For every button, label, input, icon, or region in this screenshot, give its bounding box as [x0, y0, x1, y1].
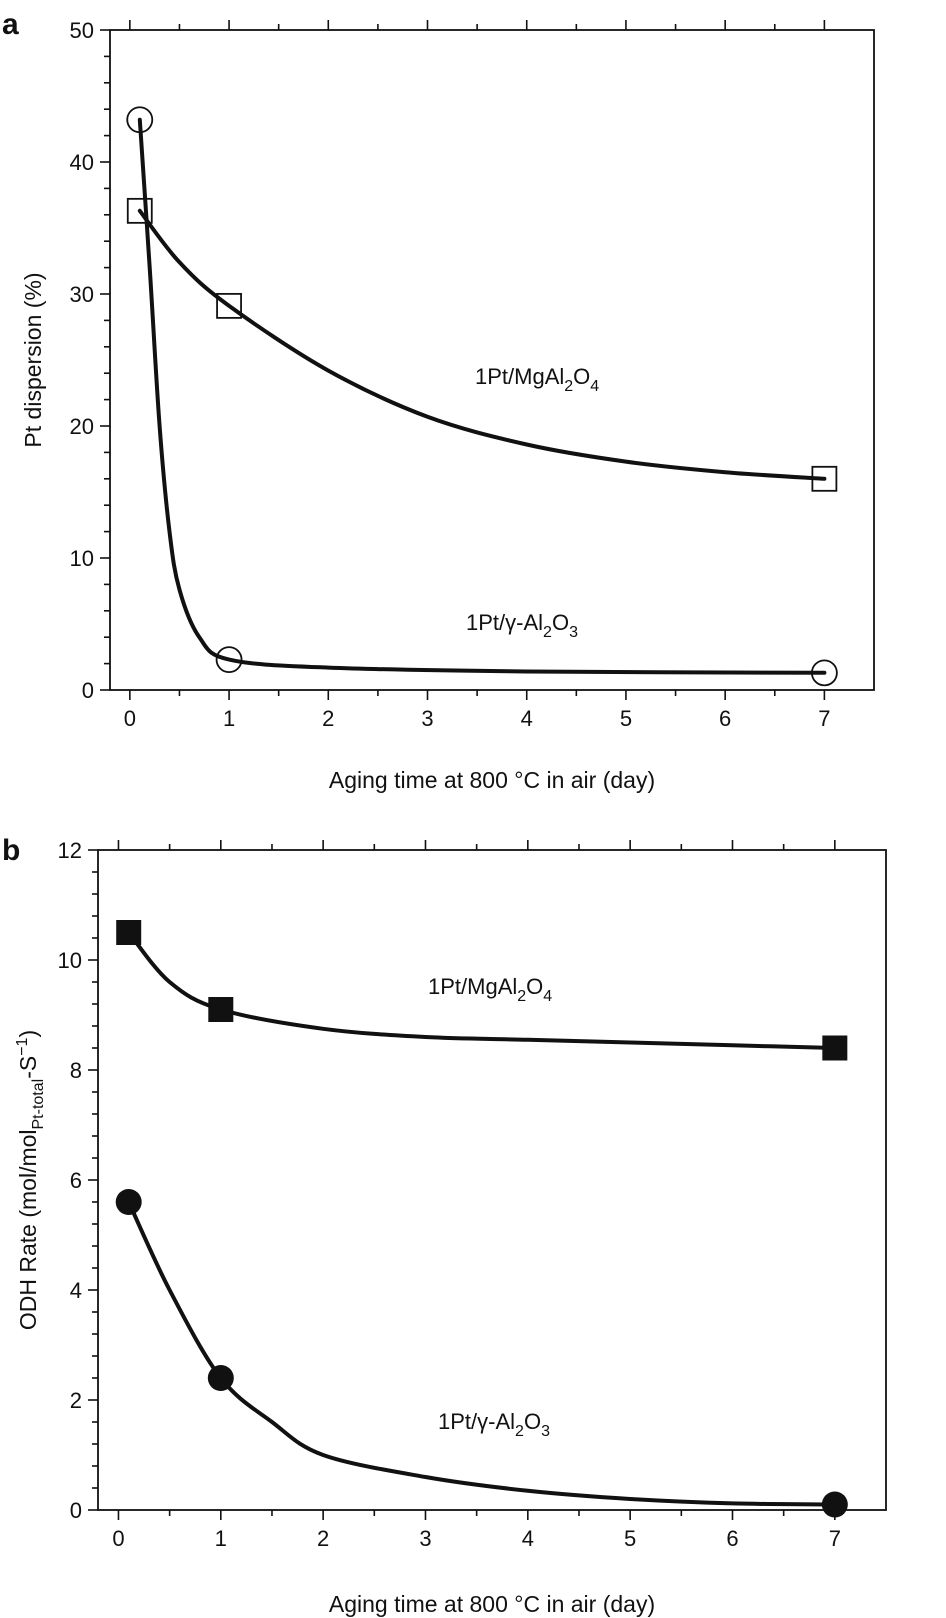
panel-a-curves	[137, 117, 827, 675]
panel-b-y-tick-label: 4	[70, 1278, 82, 1303]
panel-b-series-label-gamma-al2o3: 1Pt/γ-Al2O3	[438, 1409, 550, 1440]
panel-a-marker-mgal2o4	[126, 197, 153, 224]
panel-a-curve-gamma-al2o3	[137, 117, 827, 675]
panel-b-x-tick-label: 2	[317, 1526, 329, 1551]
panel-a-curve-mgal2o4	[137, 208, 827, 481]
panel-b-y-axis-title: ODH Rate (mol/molPt-total-S−1)	[14, 1030, 47, 1330]
panel-b-y-tick-label: 6	[70, 1168, 82, 1193]
panel-a-marker-mgal2o4	[216, 292, 242, 319]
panel-b-marker-mgal2o4	[116, 920, 142, 945]
panel-a-x-tick-label: 0	[124, 706, 136, 731]
panel-b-curve-mgal2o4	[126, 930, 837, 1050]
panel-a-x-tick-label: 4	[521, 706, 533, 731]
panel-b-marker-gamma-al2o3	[207, 1365, 234, 1391]
panel-b-x-tick-label: 1	[215, 1526, 227, 1551]
panel-a-marker-gamma-al2o3	[126, 106, 154, 134]
panel-a-x-tick-label: 5	[620, 706, 632, 731]
panel-a-series-label-mgal2o4: 1Pt/MgAl2O4	[475, 364, 599, 395]
panel-b-curves	[126, 930, 837, 1507]
panel-b-markers	[115, 920, 848, 1518]
panel-a-y-tick-label: 50	[70, 18, 94, 43]
panel-b-x-tick-label: 3	[419, 1526, 431, 1551]
panel-b-y-tick-label: 2	[70, 1388, 82, 1413]
panel-a-y-axis-title: Pt dispersion (%)	[20, 272, 46, 447]
panel-b-x-tick-label: 0	[112, 1526, 124, 1551]
panel-a-y-tick-label: 10	[70, 546, 94, 571]
panel-a-x-tick-label: 1	[223, 706, 235, 731]
panel-a-y-tick-label: 0	[82, 678, 94, 703]
panel-b-marker-mgal2o4	[208, 997, 234, 1022]
panel-a-x-tick-label: 2	[322, 706, 334, 731]
panel-a-markers	[126, 106, 838, 687]
panel-a-series-label-gamma-al2o3: 1Pt/γ-Al2O3	[466, 610, 578, 641]
panel-a-marker-gamma-al2o3	[215, 646, 243, 674]
panel-b-letter: b	[2, 834, 20, 867]
panel-b-x-tick-label: 6	[726, 1526, 738, 1551]
panel-a-x-tick-label: 3	[421, 706, 433, 731]
panel-a-marker-gamma-al2o3	[810, 659, 838, 687]
panel-b-marker-mgal2o4	[822, 1035, 848, 1061]
panel-b-series-label-mgal2o4: 1Pt/MgAl2O4	[428, 974, 552, 1005]
panel-a-marker-mgal2o4	[811, 465, 838, 492]
panel-b-y-tick-label: 10	[58, 948, 82, 973]
panel-b-y-tick-label: 8	[70, 1058, 82, 1083]
panel-b-x-tick-label: 4	[522, 1526, 534, 1551]
panel-a-x-axis-title: Aging time at 800 °C in air (day)	[329, 767, 655, 793]
panel-b-y-tick-label: 12	[58, 838, 82, 863]
panel-b-x-tick-label: 5	[624, 1526, 636, 1551]
panel-b-marker-gamma-al2o3	[115, 1189, 142, 1215]
panel-b-y-tick-label: 0	[70, 1498, 82, 1523]
panel-a-x-tick-label: 7	[818, 706, 830, 731]
panel-a-x-tick-label: 6	[719, 706, 731, 731]
panel-a-y-tick-label: 30	[70, 282, 94, 307]
panel-b-x-tick-label: 7	[829, 1526, 841, 1551]
panel-a-ticks: 0 1 2 3 4 5 6 7 0 10 20 30 40 50	[70, 18, 831, 731]
panel-a-plot-frame	[109, 29, 875, 691]
panel-a-y-tick-label: 20	[70, 414, 94, 439]
panel-b-x-axis-title: Aging time at 800 °C in air (day)	[329, 1591, 655, 1617]
panel-a: a 0 1 2 3 4 5 6 7 0 10 20 30 40 50 1Pt/MgAl2O4 1Pt/γ-…	[2, 8, 875, 793]
panel-a-y-tick-label: 40	[70, 150, 94, 175]
panel-b-marker-gamma-al2o3	[821, 1491, 848, 1518]
panel-b-curve-gamma-al2o3	[126, 1200, 837, 1507]
panel-a-letter: a	[2, 8, 19, 41]
